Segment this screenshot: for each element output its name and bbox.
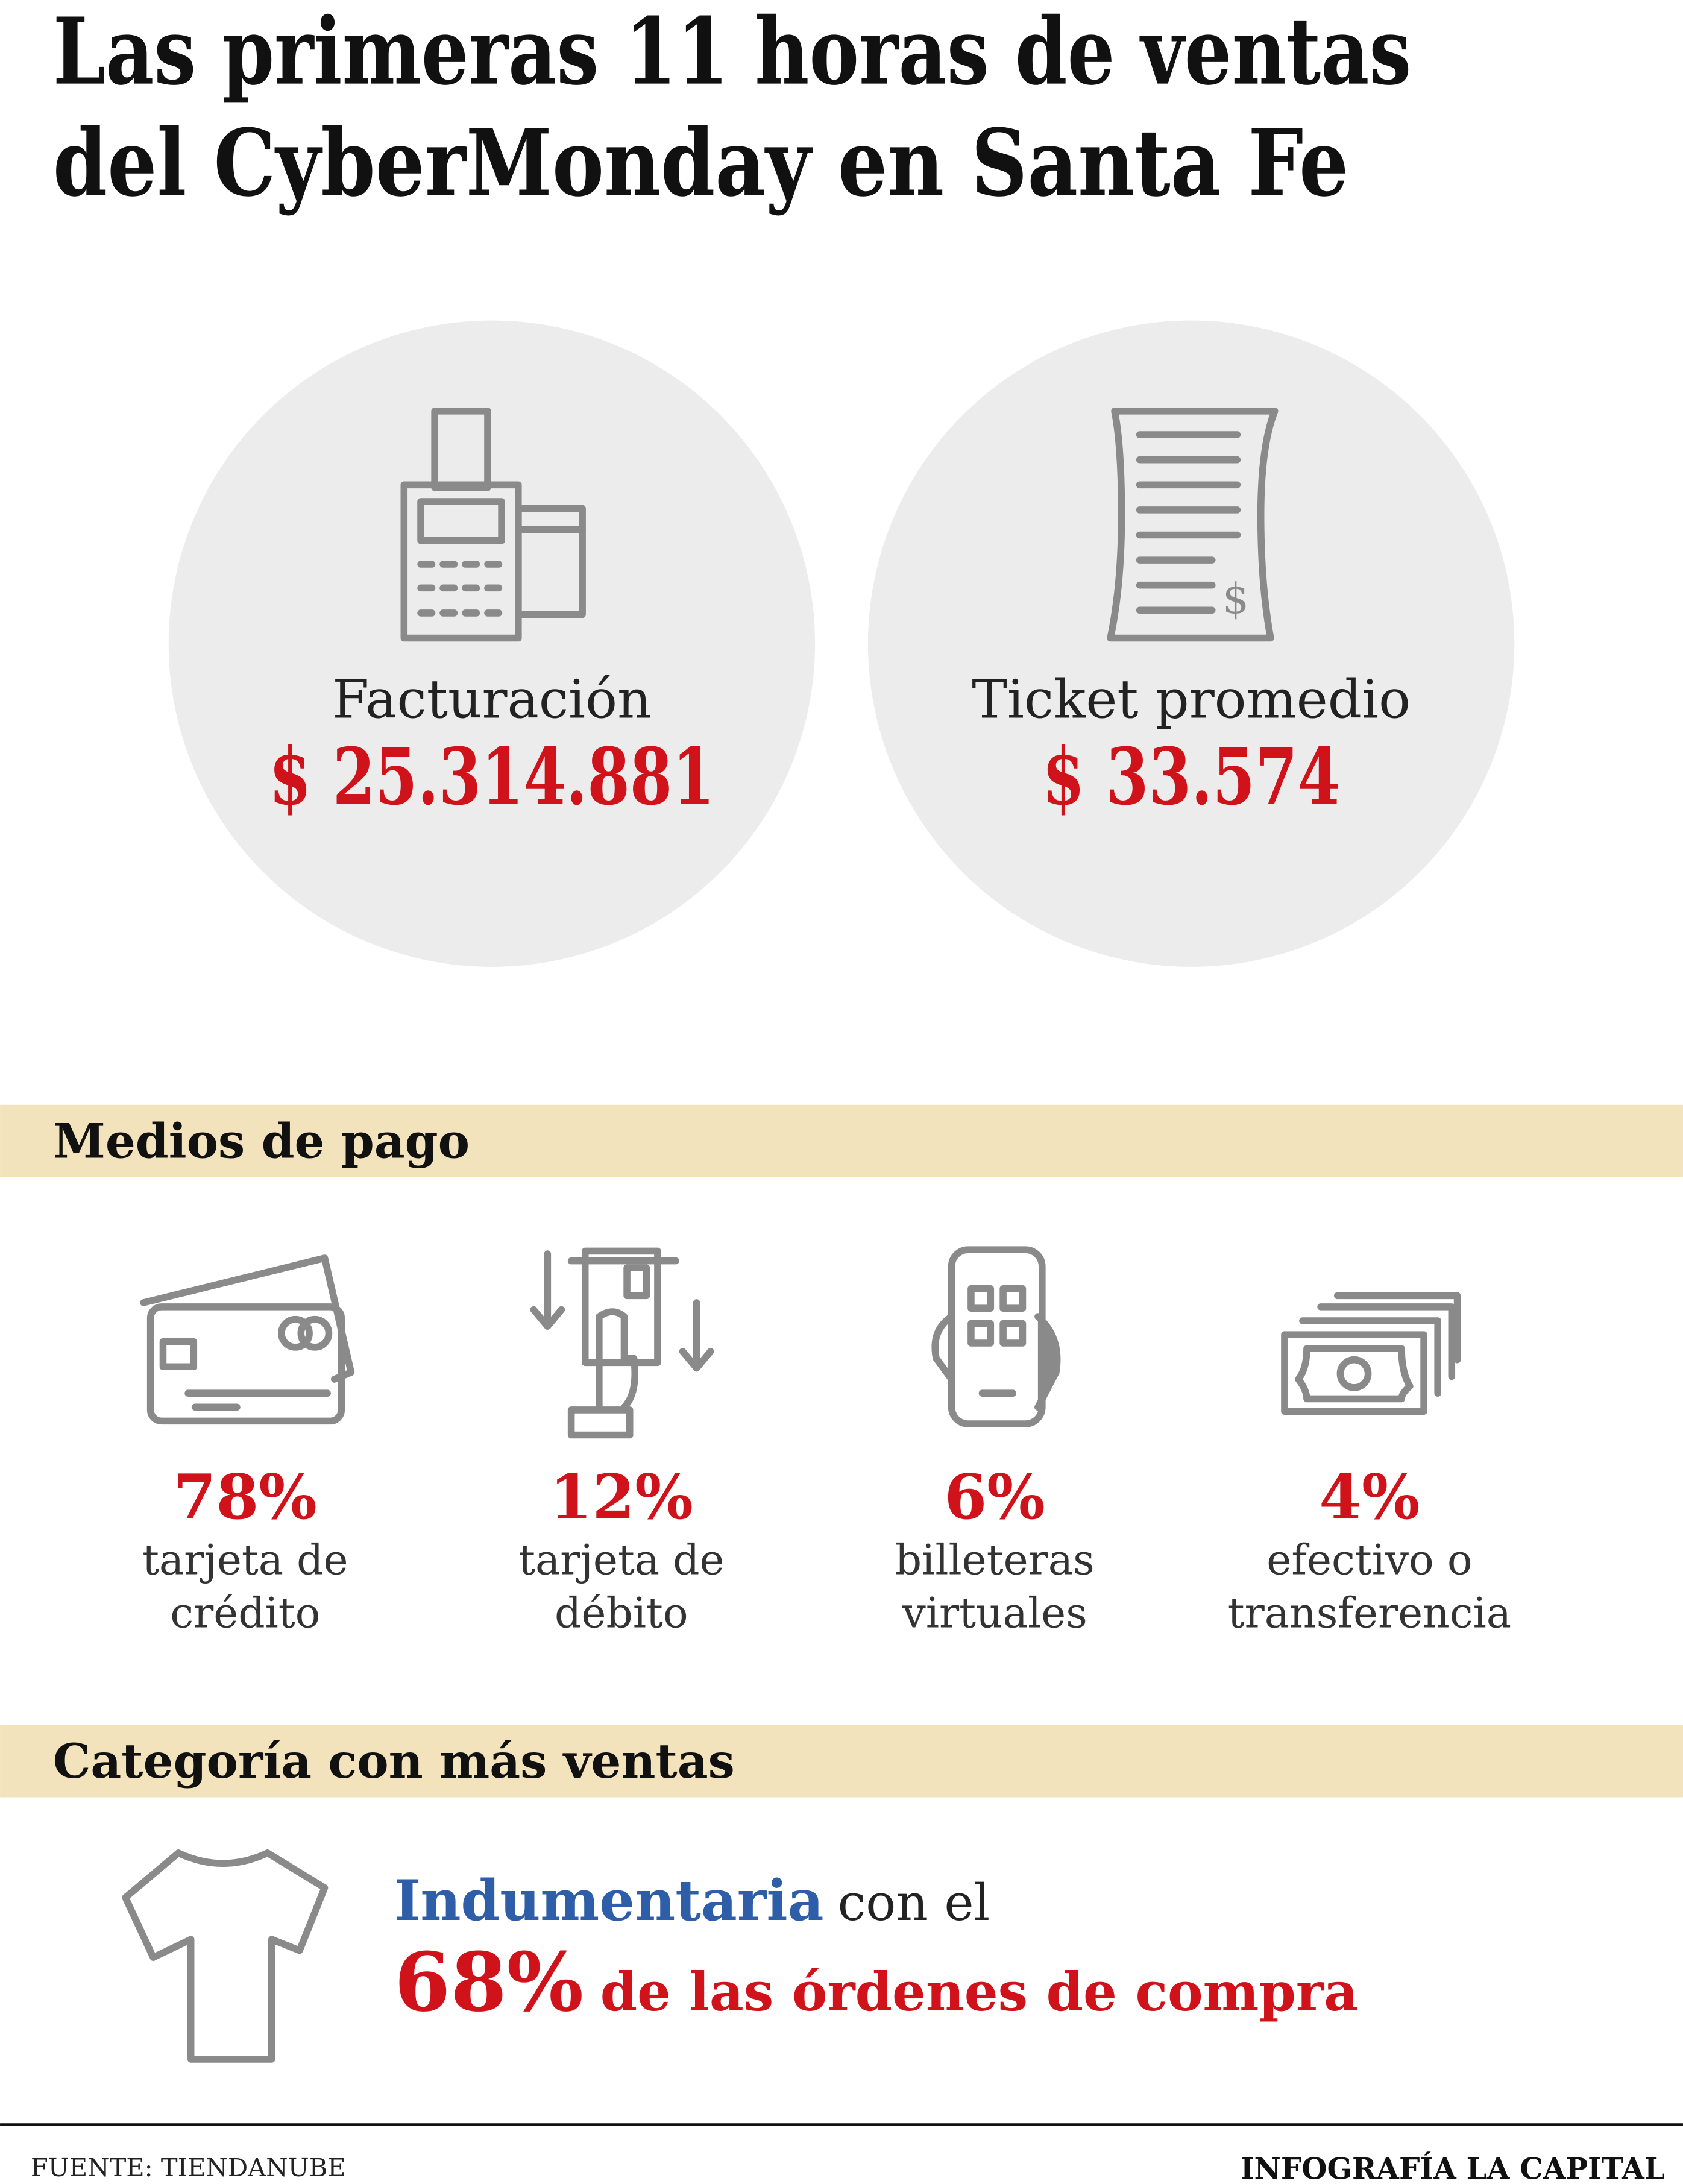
cash-icon [1281, 1292, 1461, 1415]
payment-value: 12% [550, 1461, 693, 1533]
stat-label: Facturación [332, 668, 651, 730]
stat-value: $ 33.574 [1042, 731, 1341, 823]
category-name: Indumentaria [394, 1868, 823, 1933]
stat-circle [168, 320, 816, 967]
section-band [0, 1104, 1683, 1177]
category-line: Indumentaria con el [394, 1868, 990, 1933]
section-heading: Categoría con más ventas [53, 1733, 735, 1789]
title-line: del CyberMonday en Santa Fe [53, 109, 1348, 217]
svg-text:$: $ [1222, 575, 1249, 623]
payment-value: 78% [174, 1461, 317, 1533]
section-band [0, 1725, 1683, 1798]
payment-label: tarjeta de [518, 1537, 725, 1585]
payment-label: crédito [170, 1589, 320, 1637]
wallet-phone-icon [931, 1246, 1061, 1427]
receipt-icon: $ [1107, 408, 1279, 642]
payment-label: transferencia [1228, 1589, 1511, 1637]
payment-label: débito [555, 1589, 688, 1637]
category-text: con el [838, 1874, 990, 1932]
category-percent: 68% [394, 1934, 584, 2030]
footer-credit: INFOGRAFÍA LA CAPITAL [1241, 2152, 1665, 2184]
payment-value: 4% [1319, 1461, 1420, 1533]
title-line: Las primeras 11 horas de ventas [53, 0, 1411, 105]
stat-label: Ticket promedio [972, 668, 1411, 730]
footer-source: FUENTE: TIENDANUBE [31, 2153, 346, 2182]
payment-label: virtuales [902, 1589, 1087, 1637]
payment-label: efectivo o [1266, 1537, 1472, 1585]
payment-value: 6% [945, 1461, 1045, 1533]
category-line: 68% de las órdenes de compra [394, 1934, 1358, 2030]
atm-icon [530, 1247, 714, 1439]
payment-label: tarjeta de [142, 1537, 348, 1585]
card-icon [140, 1254, 355, 1425]
stat-value: $ 25.314.881 [269, 731, 715, 823]
tshirt-icon [122, 1849, 329, 2063]
stat-circle [867, 320, 1515, 967]
section-heading: Medios de pago [53, 1113, 470, 1169]
pos-icon [400, 408, 586, 642]
payment-label: billeteras [895, 1537, 1095, 1585]
category-text: de las órdenes de compra [600, 1961, 1358, 2023]
